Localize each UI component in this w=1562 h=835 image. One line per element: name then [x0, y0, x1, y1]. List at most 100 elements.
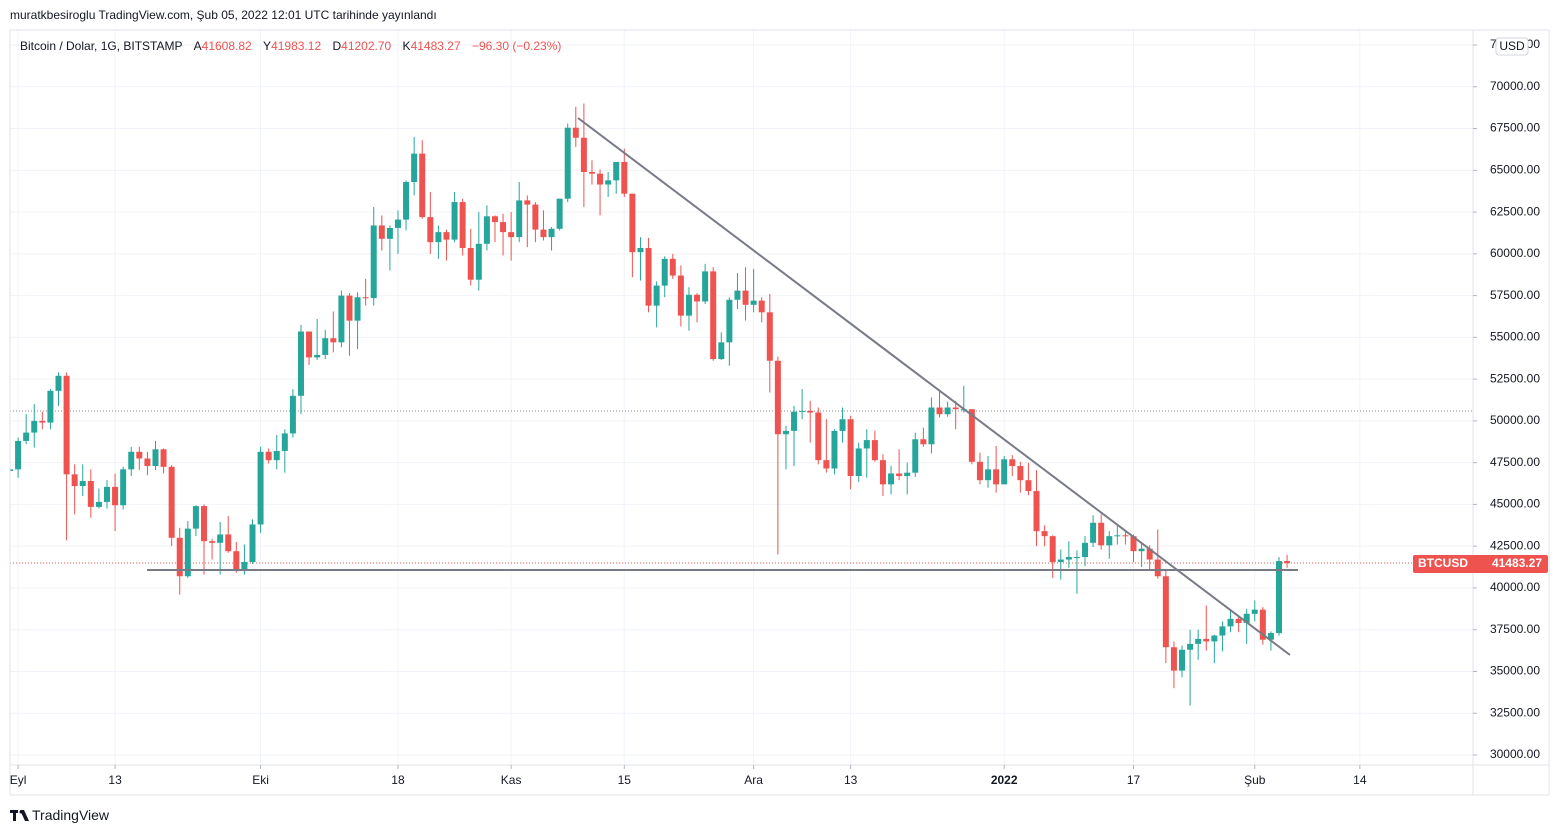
candle-body	[621, 161, 628, 194]
candle-body	[1098, 522, 1105, 546]
candle-body	[241, 562, 248, 571]
candle-body	[435, 232, 442, 243]
y-tick-label: 30000.00	[1490, 747, 1540, 761]
candle-body	[322, 338, 329, 355]
candle-body	[1114, 535, 1121, 537]
candle-body	[879, 460, 886, 485]
candle-body	[936, 407, 943, 415]
candle-body	[15, 440, 22, 470]
candle-body	[556, 198, 563, 229]
candle-body	[63, 375, 70, 475]
candle-body	[1162, 576, 1169, 648]
candle-body	[192, 506, 199, 529]
y-tick-label: 35000.00	[1490, 664, 1540, 678]
candle-body	[766, 312, 773, 361]
candle-body	[1284, 561, 1291, 564]
candle-body	[257, 451, 264, 525]
candle-body	[540, 229, 547, 238]
candle-body	[694, 294, 701, 302]
candle-body	[403, 182, 410, 220]
candle-body	[306, 331, 313, 358]
candle-body	[378, 225, 385, 239]
high-key: Y	[263, 39, 272, 53]
candle-body	[23, 432, 30, 441]
candle-body	[1195, 638, 1202, 644]
candle-body	[47, 390, 54, 423]
candle-body	[572, 127, 579, 138]
candle-body	[912, 439, 919, 473]
candle-body	[1122, 535, 1129, 537]
candle-body	[184, 528, 191, 577]
currency-badge[interactable]	[1495, 37, 1529, 56]
candle-body	[370, 225, 377, 299]
candle-body	[160, 449, 167, 467]
candle-body	[362, 297, 369, 299]
high-value: 41983.12	[271, 39, 322, 53]
candle-body	[419, 153, 426, 218]
candle-body	[661, 258, 668, 286]
candle-body	[702, 271, 709, 302]
candle-body	[136, 451, 143, 459]
candle-body	[249, 524, 256, 563]
candle-body	[338, 295, 345, 343]
candle-body	[645, 247, 652, 306]
candle-body	[427, 217, 434, 243]
candle-body	[120, 469, 127, 506]
candle-body	[281, 433, 288, 451]
candle-body	[200, 506, 207, 542]
candle-body	[774, 360, 781, 435]
price-badge-value: 41483.27	[1492, 556, 1542, 570]
candle-body	[516, 200, 523, 238]
low-value: 41202.70	[341, 39, 392, 53]
y-tick-label: 45000.00	[1490, 497, 1540, 511]
candle-body	[920, 439, 927, 445]
y-tick-label: 70000.00	[1490, 79, 1540, 93]
x-tick-label: Kas	[501, 773, 522, 787]
y-tick-label: 32500.00	[1490, 705, 1540, 719]
y-tick-label: 62500.00	[1490, 204, 1540, 218]
candle-body	[459, 202, 466, 248]
candle-body	[411, 153, 418, 183]
x-tick-label: 17	[1127, 773, 1141, 787]
candle-body	[1203, 638, 1210, 642]
candle-body	[718, 342, 725, 360]
candle-body	[1267, 633, 1274, 640]
candle-body	[1009, 459, 1016, 466]
candle-body	[993, 469, 1000, 485]
candle-body	[265, 451, 272, 461]
candle-body	[597, 173, 604, 185]
candle-body	[1041, 531, 1048, 537]
candle-body	[758, 300, 765, 313]
candle-body	[750, 300, 757, 305]
candle-body	[532, 204, 539, 230]
candle-body	[548, 228, 555, 238]
candle-body	[613, 161, 620, 181]
candle-body	[451, 202, 458, 240]
candle-body	[346, 295, 353, 321]
candle-body	[386, 227, 393, 239]
candle-body	[467, 247, 474, 280]
x-tick-label: 18	[391, 773, 405, 787]
candle-body	[273, 450, 280, 461]
symbol: Bitcoin / Dolar, 1G, BITSTAMP	[20, 39, 183, 53]
y-tick-label: 55000.00	[1490, 330, 1540, 344]
candle-body	[677, 275, 684, 316]
candle-body	[508, 232, 515, 238]
change: −96.30 (−0.23%)	[471, 39, 562, 53]
candle-body	[354, 297, 361, 321]
grid	[10, 30, 1473, 765]
candle-body	[985, 469, 992, 481]
footer-brand[interactable]: TradingView	[32, 807, 110, 823]
candle-body	[55, 375, 62, 391]
candle-body	[799, 410, 806, 412]
y-tick-label: 47500.00	[1490, 455, 1540, 469]
candle-body	[314, 354, 321, 358]
y-tick-label: 40000.00	[1490, 580, 1540, 594]
y-tick-label: 37500.00	[1490, 622, 1540, 636]
candle-body	[1276, 561, 1283, 634]
x-tick-label: 13	[108, 773, 122, 787]
candle-body	[871, 440, 878, 461]
candle-body	[297, 331, 304, 396]
